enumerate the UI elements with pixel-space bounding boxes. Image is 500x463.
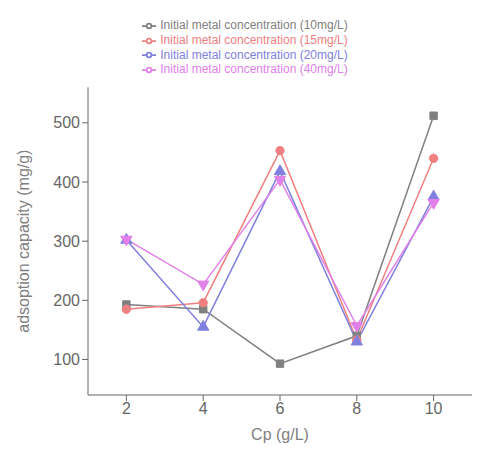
svg-text:adsoption capacity (mg/g): adsoption capacity (mg/g)	[15, 150, 32, 333]
svg-text:Cp (g/L): Cp (g/L)	[251, 426, 309, 443]
html-text:Initial metal concentration (4: Initial metal concentration (40mg/L)	[160, 62, 348, 77]
svg-text:200: 200	[53, 292, 80, 309]
svg-text:6: 6	[276, 400, 285, 417]
svg-text:500: 500	[53, 114, 80, 131]
svg-text:8: 8	[352, 400, 361, 417]
svg-text:100: 100	[53, 351, 80, 368]
html-text:Initial metal concentration (1: Initial metal concentration (10mg/L)	[160, 18, 348, 32]
svg-text:300: 300	[53, 233, 80, 250]
html-text:Initial metal concentration (2: Initial metal concentration (20mg/L)	[160, 47, 348, 62]
html-text:Initial metal concentration (1: Initial metal concentration (15mg/L)	[160, 32, 348, 47]
svg-text:400: 400	[53, 174, 80, 191]
svg-text:10: 10	[425, 400, 443, 417]
svg-text:2: 2	[122, 400, 131, 417]
svg-text:4: 4	[199, 400, 208, 417]
